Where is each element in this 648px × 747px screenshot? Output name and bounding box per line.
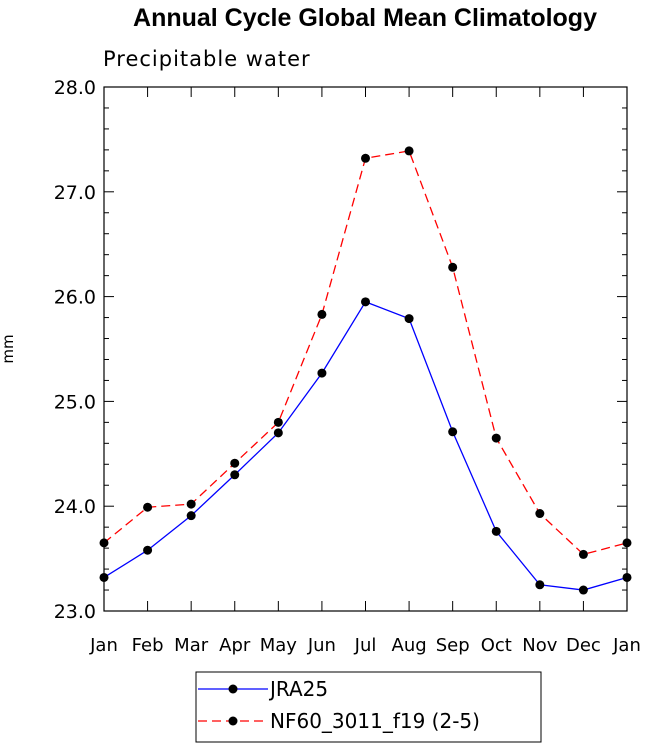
legend-label: JRA25 bbox=[268, 677, 328, 701]
axis-ticks bbox=[103, 86, 628, 612]
y-tick-label: 26.0 bbox=[54, 287, 96, 309]
x-axis-tick-labels: Jan Feb Mar Apr May Jun Jul Aug Sep Oct Nov Dec Jan bbox=[89, 635, 641, 656]
x-tick-label: Jun bbox=[307, 635, 336, 656]
data-point bbox=[273, 417, 283, 427]
legend-label: NF60_3011_f19 (2-5) bbox=[270, 709, 480, 733]
x-tick-label: Jan bbox=[89, 635, 118, 656]
y-tick-label: 27.0 bbox=[54, 182, 96, 204]
data-point bbox=[317, 309, 327, 319]
data-point bbox=[535, 509, 545, 519]
plot-frame bbox=[103, 86, 628, 612]
legend-box bbox=[195, 671, 542, 743]
x-tick-label: Nov bbox=[522, 635, 557, 656]
legend-items: JRA25 NF60_3011_f19 (2-5) bbox=[198, 677, 480, 733]
chart-title: Annual Cycle Global Mean Climatology bbox=[133, 4, 597, 32]
data-point bbox=[186, 499, 196, 509]
y-tick-label: 28.0 bbox=[54, 77, 96, 99]
legend-item-0: JRA25 bbox=[198, 677, 328, 701]
x-tick-label: May bbox=[260, 635, 298, 656]
legend-item-1: NF60_3011_f19 (2-5) bbox=[198, 709, 480, 733]
y-tick-label: 25.0 bbox=[54, 391, 96, 413]
data-point bbox=[317, 368, 327, 378]
x-tick-label: Apr bbox=[219, 635, 251, 656]
data-point bbox=[491, 526, 501, 536]
x-tick-label: Oct bbox=[481, 635, 512, 656]
series-layer bbox=[99, 146, 632, 595]
data-point bbox=[230, 458, 240, 468]
data-point bbox=[273, 428, 283, 438]
series-line bbox=[103, 150, 628, 556]
x-tick-label: Mar bbox=[174, 635, 209, 656]
data-point bbox=[361, 297, 370, 307]
series-line bbox=[103, 301, 628, 591]
x-tick-label: Feb bbox=[132, 635, 164, 656]
data-point bbox=[361, 153, 370, 163]
legend-marker bbox=[228, 684, 238, 694]
data-point bbox=[535, 580, 545, 590]
data-point bbox=[230, 470, 240, 480]
x-tick-label: Aug bbox=[392, 635, 427, 656]
y-axis-label: mm bbox=[0, 334, 17, 363]
legend-marker bbox=[228, 716, 238, 726]
y-tick-label: 24.0 bbox=[54, 496, 96, 518]
data-point bbox=[99, 572, 109, 582]
data-point bbox=[578, 585, 588, 595]
data-point bbox=[448, 427, 458, 437]
data-point bbox=[143, 502, 153, 512]
data-point bbox=[99, 538, 109, 548]
x-tick-label: Jan bbox=[612, 635, 641, 656]
series-1 bbox=[99, 146, 632, 559]
chart-subtitle: Precipitable water bbox=[103, 47, 311, 71]
y-axis-tick-labels: 23.0 24.0 25.0 26.0 27.0 28.0 bbox=[54, 77, 96, 623]
legend: JRA25 NF60_3011_f19 (2-5) bbox=[195, 671, 542, 743]
data-point bbox=[186, 511, 196, 521]
data-point bbox=[404, 146, 414, 156]
series-0 bbox=[99, 297, 632, 595]
data-point bbox=[404, 314, 414, 324]
data-point bbox=[578, 549, 588, 559]
data-point bbox=[448, 262, 458, 272]
x-tick-label: Sep bbox=[436, 635, 470, 656]
data-point bbox=[622, 538, 632, 548]
y-tick-label: 23.0 bbox=[54, 601, 96, 623]
data-point bbox=[491, 433, 501, 443]
x-tick-label: Dec bbox=[566, 635, 601, 656]
data-point bbox=[622, 572, 632, 582]
data-point bbox=[143, 545, 153, 555]
x-tick-label: Jul bbox=[354, 635, 377, 656]
